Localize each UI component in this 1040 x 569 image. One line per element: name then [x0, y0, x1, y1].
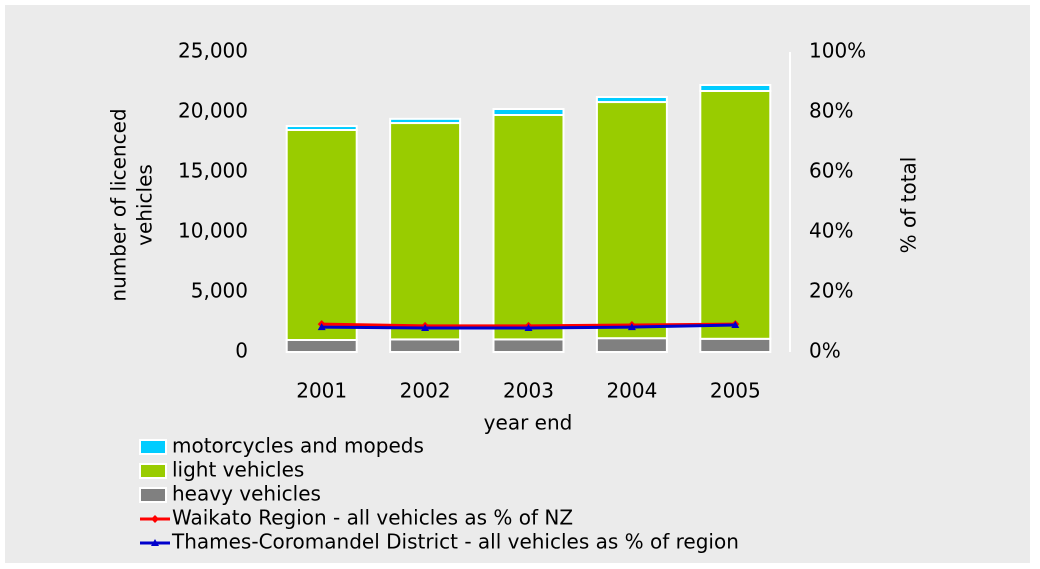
bar: [285, 129, 358, 341]
bar: [285, 339, 358, 353]
x-axis-title: year end: [484, 411, 573, 435]
bar: [389, 122, 462, 341]
legend-marker: [151, 515, 159, 523]
y-tick-label: 0: [235, 339, 248, 363]
x-tick-label: 2005: [710, 379, 761, 403]
legend-label: heavy vehicles: [172, 482, 321, 506]
bar: [595, 337, 668, 354]
bar: [699, 84, 772, 92]
x-tick-label: 2002: [400, 379, 451, 403]
legend-swatch: [139, 439, 167, 455]
legend-swatch: [139, 463, 167, 479]
bar: [492, 114, 565, 341]
y2-axis-title: % of total: [897, 157, 921, 254]
bar: [389, 338, 462, 353]
legend-label: light vehicles: [172, 458, 304, 482]
legend-label: motorcycles and mopeds: [172, 434, 424, 458]
line-marker: [627, 323, 636, 331]
y2-tick-label: 40%: [809, 219, 853, 243]
x-tick-label: 2001: [296, 379, 347, 403]
bar: [595, 101, 668, 340]
legend-label: Thames-Coromandel District - all vehicle…: [171, 530, 739, 554]
legend-label: Waikato Region - all vehicles as % of NZ: [172, 506, 573, 530]
y-tick-label: 15,000: [178, 159, 248, 183]
y-tick-label: 10,000: [178, 219, 248, 243]
y2-tick-label: 80%: [809, 99, 853, 123]
bar: [699, 337, 772, 353]
line-marker: [524, 324, 533, 331]
y2-tick-label: 0%: [809, 339, 841, 363]
bar: [492, 338, 565, 353]
y2-tick-label: 100%: [809, 39, 866, 63]
line-marker: [731, 321, 740, 328]
y-tick-label: 20,000: [178, 99, 248, 123]
bar: [492, 108, 565, 116]
legend-swatch: [139, 487, 167, 503]
bar: [389, 117, 462, 125]
y-tick-label: 5,000: [191, 279, 248, 303]
y-tick-label: 25,000: [178, 39, 248, 63]
line-marker: [421, 324, 430, 331]
line-marker: [317, 323, 326, 331]
x-tick-label: 2004: [606, 379, 657, 403]
y-axis-title: number of licenced: [107, 108, 131, 301]
x-tick-label: 2003: [503, 379, 554, 403]
bar: [285, 125, 358, 132]
bar: [699, 90, 772, 340]
bar: [595, 96, 668, 104]
y2-tick-label: 60%: [809, 159, 853, 183]
y2-tick-label: 20%: [809, 279, 853, 303]
y-axis-title: vehicles: [133, 164, 157, 246]
legend-marker: [151, 539, 159, 546]
